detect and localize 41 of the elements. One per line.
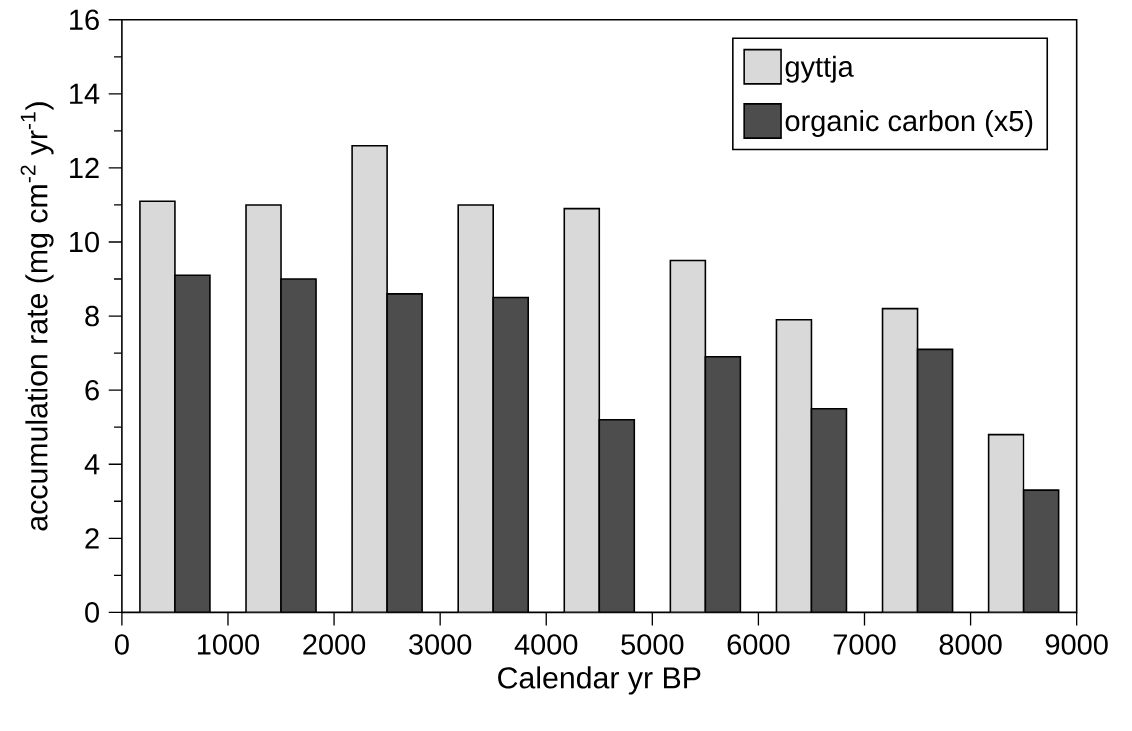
- bar: [1022, 489, 1060, 613]
- y-tick-label: 2: [85, 528, 99, 549]
- x-tick-label: 9000: [1045, 634, 1108, 655]
- x-tick-label: 7000: [833, 634, 896, 655]
- bar: [917, 349, 953, 613]
- bar: [811, 408, 847, 613]
- x-tick-label: 5000: [621, 634, 684, 655]
- x-axis-title: Calendar yr BP: [498, 666, 701, 695]
- bar: [776, 319, 812, 613]
- bar: [564, 208, 600, 613]
- bar: [670, 260, 706, 613]
- x-tick-label: 3000: [409, 634, 472, 655]
- bar: [458, 204, 494, 613]
- bar: [987, 433, 1025, 613]
- x-tick-label: 2000: [303, 634, 366, 655]
- y-tick-label: 8: [85, 305, 99, 327]
- bar: [882, 308, 918, 613]
- bar: [599, 419, 635, 613]
- bar: [387, 293, 423, 613]
- legend-label: organic carbon (x5): [785, 110, 1033, 138]
- bar: [352, 145, 388, 613]
- y-axis-title: accumulation rate (mg cm$^{-2}$ yr$^{-1}$): [20, 102, 54, 531]
- legend-label: gyttja: [785, 55, 854, 83]
- x-tick-label: 1000: [197, 634, 260, 655]
- bar: [281, 279, 317, 613]
- bar: [246, 204, 282, 613]
- y-tick-label: 12: [70, 157, 99, 179]
- x-tick-label: 6000: [727, 634, 790, 655]
- bar: [493, 297, 529, 613]
- y-tick-label: 16: [70, 9, 99, 31]
- bar: [139, 201, 175, 613]
- bar: [174, 275, 210, 613]
- x-tick-label: 4000: [514, 634, 578, 655]
- x-tick-label: 0: [114, 634, 129, 655]
- y-tick-label: 6: [85, 379, 99, 401]
- y-tick-label: 4: [84, 454, 100, 475]
- y-tick-label: 0: [85, 602, 99, 623]
- bar: [705, 356, 741, 613]
- y-tick-label: 14: [70, 83, 100, 104]
- y-tick-label: 10: [70, 231, 99, 253]
- x-tick-label: 8000: [939, 634, 1002, 655]
